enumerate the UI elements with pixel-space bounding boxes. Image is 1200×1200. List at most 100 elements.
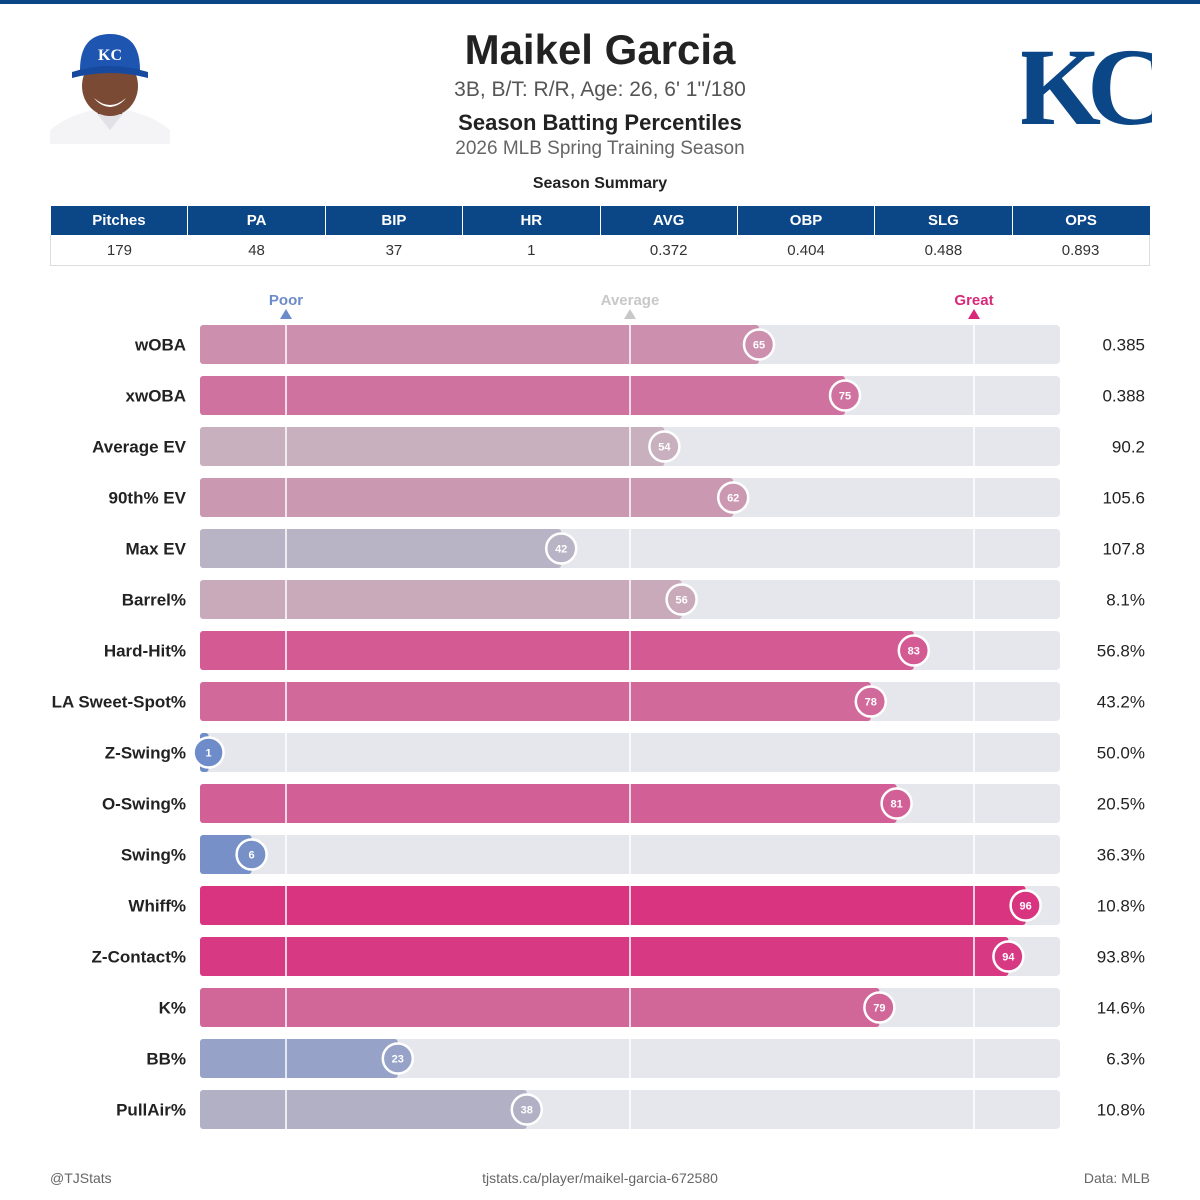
stat-value: 105.6	[1102, 489, 1145, 508]
percentile-value: 96	[1019, 901, 1031, 913]
percentile-badge	[880, 787, 913, 820]
metric-label: 90th% EV	[109, 489, 187, 508]
percentile-chart: Poor Average Great 65 wOBA 0.385 75 xwOBA 0.388 5…	[52, 292, 1145, 1129]
reference-label-great: Great	[954, 292, 993, 309]
percentile-value: 62	[727, 493, 739, 505]
metric-label: Z-Contact%	[92, 948, 186, 967]
metric-label: O-Swing%	[102, 795, 186, 814]
reference-marker-icon	[624, 309, 636, 319]
reference-label-poor: Poor	[269, 292, 303, 309]
percentile-bar	[200, 682, 871, 721]
summary-header-cell: OPS	[1012, 206, 1150, 235]
season-summary-table: Pitches PA BIP HR AVG OBP SLG OPS 179 48…	[49, 206, 1151, 266]
percentile-bar	[200, 631, 914, 670]
percentile-value: 94	[1002, 952, 1015, 964]
chart-subtitle: Season Batting Percentiles	[458, 110, 742, 135]
footer-handle: @TJStats	[50, 1170, 112, 1186]
percentile-bar	[200, 1039, 398, 1078]
summary-value-cell: 0.893	[1012, 235, 1151, 266]
summary-value-cell: 0.372	[600, 235, 738, 266]
percentile-value: 78	[865, 697, 877, 709]
summary-header-cell: HR	[462, 206, 601, 235]
percentile-value: 23	[392, 1054, 404, 1066]
percentile-badge	[897, 634, 931, 667]
stat-value: 0.388	[1102, 387, 1145, 406]
percentile-value: 6	[249, 850, 255, 862]
stat-value: 0.385	[1102, 336, 1145, 355]
reference-marker-icon	[968, 309, 980, 319]
summary-value-cell: 0.488	[874, 235, 1013, 266]
percentile-value: 79	[873, 1003, 885, 1015]
percentile-bar	[200, 478, 734, 517]
summary-value-cell: 37	[325, 235, 463, 266]
percentile-badge	[742, 328, 776, 361]
percentile-badge	[235, 838, 268, 871]
metric-label: wOBA	[134, 336, 186, 355]
percentile-bar	[200, 937, 1009, 976]
summary-value-cell: 179	[49, 235, 188, 266]
summary-header-cell: OBP	[737, 206, 876, 235]
metric-label: Max EV	[126, 540, 187, 559]
percentile-value: 1	[206, 748, 212, 760]
stat-value: 93.8%	[1097, 948, 1145, 967]
footer-source: Data: MLB	[1083, 1170, 1150, 1186]
stat-value: 6.3%	[1106, 1050, 1145, 1069]
player-name: Maikel Garcia	[464, 26, 736, 73]
percentile-bar	[200, 886, 1026, 925]
percentile-bar	[200, 988, 880, 1027]
metric-label: xwOBA	[126, 387, 186, 406]
percentile-badge	[381, 1042, 415, 1075]
metric-label: Average EV	[92, 438, 187, 457]
percentile-bar	[200, 580, 682, 619]
percentile-value: 56	[675, 595, 687, 607]
stat-value: 50.0%	[1097, 744, 1145, 763]
metric-label: K%	[159, 999, 186, 1018]
metric-label: Barrel%	[122, 591, 186, 610]
stat-value: 36.3%	[1097, 846, 1145, 865]
season-label: 2026 MLB Spring Training Season	[455, 138, 745, 159]
summary-header-cell: AVG	[600, 206, 738, 235]
metric-label: Hard-Hit%	[104, 642, 186, 661]
cap-logo-text: KC	[98, 47, 122, 64]
percentile-badge	[828, 379, 862, 412]
summary-value-cell: 0.404	[737, 235, 875, 266]
footer-url: tjstats.ca/player/maikel-garcia-672580	[482, 1170, 718, 1186]
metric-label: Whiff%	[128, 897, 186, 916]
stat-value: 14.6%	[1097, 999, 1145, 1018]
stat-value: 8.1%	[1106, 591, 1145, 610]
percentile-bar	[200, 427, 665, 466]
summary-header-cell: Pitches	[50, 206, 189, 235]
percentile-value: 42	[555, 544, 567, 556]
percentile-value: 81	[890, 799, 902, 811]
percentile-bar	[200, 784, 897, 823]
percentile-badge	[992, 940, 1025, 973]
percentile-bar	[200, 376, 845, 415]
percentile-bar	[200, 529, 562, 568]
summary-value-cell: 1	[462, 235, 600, 266]
metric-label: BB%	[146, 1050, 186, 1069]
metric-label: PullAir%	[116, 1101, 186, 1120]
summary-value-cell: 48	[187, 235, 326, 266]
stat-value: 10.8%	[1097, 1101, 1145, 1120]
percentile-bar	[200, 1090, 527, 1129]
percentile-value: 83	[908, 646, 920, 658]
percentile-value: 54	[658, 442, 671, 454]
player-bio: 3B, B/T: R/R, Age: 26, 6' 1"/180	[454, 78, 746, 101]
stat-value: 43.2%	[1097, 693, 1145, 712]
reference-label-average: Average	[601, 292, 660, 309]
metric-label: Swing%	[121, 846, 186, 865]
team-logo-text: KC	[1022, 26, 1152, 146]
percentile-badge	[648, 430, 681, 463]
percentile-badge	[716, 481, 750, 514]
percentile-badge	[854, 685, 888, 718]
reference-marker-icon	[280, 309, 292, 319]
percentile-value: 38	[521, 1105, 533, 1117]
stat-value: 90.2	[1112, 438, 1145, 457]
top-accent-bar	[0, 0, 1200, 4]
summary-header-cell: SLG	[874, 206, 1013, 235]
percentile-badge	[544, 532, 578, 565]
percentile-badge	[665, 583, 698, 616]
stat-value: 107.8	[1102, 540, 1145, 559]
summary-title: Season Summary	[532, 175, 668, 192]
metric-label: Z-Swing%	[105, 744, 186, 763]
